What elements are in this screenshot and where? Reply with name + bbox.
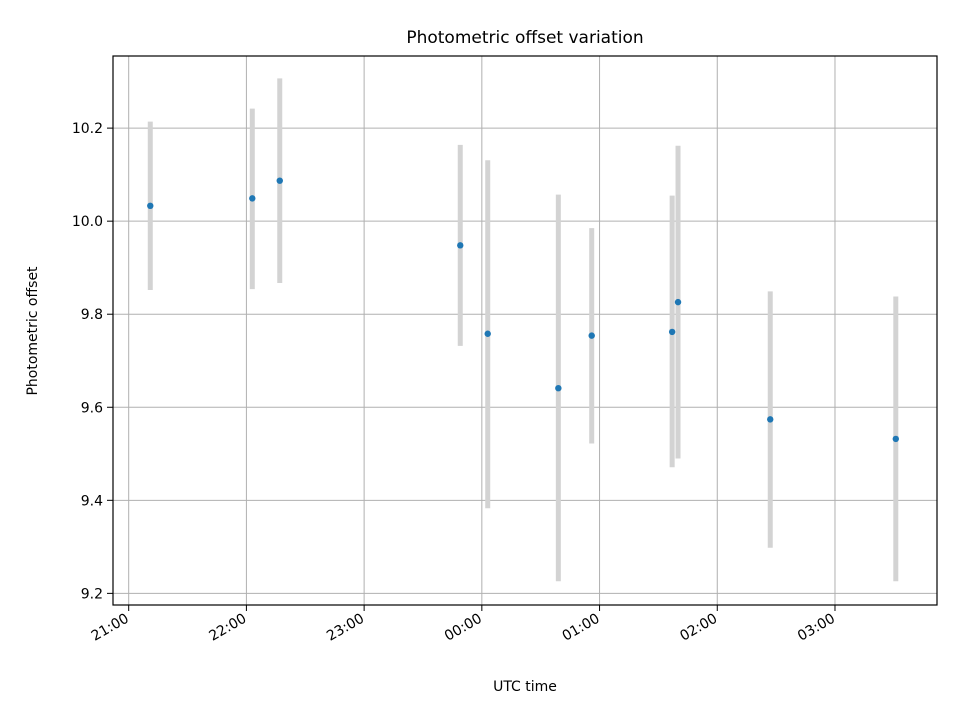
y-axis-label: Photometric offset: [25, 266, 41, 396]
data-point: [892, 435, 899, 443]
error-bars: [147, 78, 899, 582]
y-tick-label: 10.2: [72, 121, 103, 137]
x-tick-label: 23:00: [324, 611, 367, 645]
plot-frame: [112, 55, 938, 606]
data-point: [276, 177, 283, 184]
x-tick-label: 01:00: [560, 611, 603, 645]
x-tick-label: 21:00: [89, 611, 132, 645]
data-point: [147, 202, 154, 210]
data-point: [674, 298, 682, 306]
x-axis-label: UTC time: [493, 679, 557, 695]
data-point: [555, 384, 562, 392]
data-point: [249, 195, 256, 202]
data-point: [588, 332, 595, 339]
x-tick-label: 03:00: [795, 611, 838, 645]
data-point: [484, 330, 491, 337]
y-tick-label: 10.0: [72, 214, 103, 230]
x-axis-ticks: 21:00 22:00 23:00 00:00 01:00 02:00 03:00: [89, 605, 838, 645]
y-tick-label: 9.4: [81, 493, 103, 509]
x-tick-label: 22:00: [206, 611, 249, 645]
data-points: [147, 177, 899, 443]
y-tick-label: 9.2: [81, 586, 103, 602]
y-tick-label: 9.8: [81, 307, 103, 323]
x-tick-label: 02:00: [677, 611, 720, 645]
y-tick-label: 9.6: [81, 400, 103, 416]
data-point: [668, 328, 676, 336]
y-axis-ticks: 9.2 9.4 9.6 9.8 10.0 10.2: [72, 121, 113, 602]
x-tick-label: 00:00: [442, 611, 485, 645]
data-point: [767, 416, 774, 423]
grid-lines: [113, 56, 937, 605]
data-point: [457, 242, 464, 249]
chart-title: Photometric offset variation: [406, 28, 643, 48]
